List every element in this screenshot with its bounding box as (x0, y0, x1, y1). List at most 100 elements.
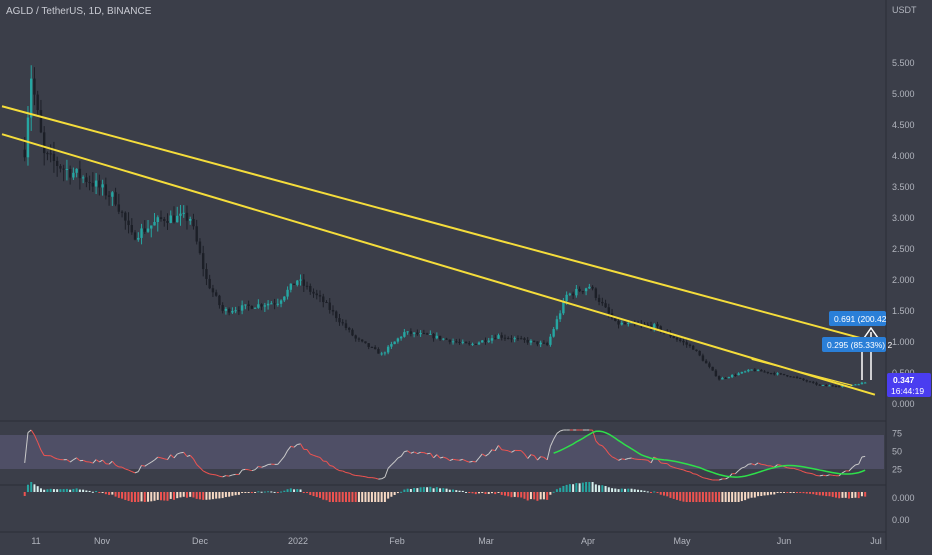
candle-body (604, 303, 606, 307)
candle-body (828, 385, 830, 386)
histogram-bar (786, 492, 788, 493)
histogram-bar (261, 492, 263, 493)
histogram-bar (838, 492, 840, 498)
histogram-bar (780, 492, 782, 493)
histogram-bar (283, 491, 285, 492)
candle-body (322, 297, 324, 303)
histogram-bar (462, 491, 464, 492)
histogram-bar (848, 492, 850, 499)
histogram-bar (644, 491, 646, 492)
rsi-segment (687, 471, 690, 472)
histogram-bar (601, 485, 603, 492)
histogram-bar (335, 492, 337, 502)
histogram-bar (527, 492, 529, 500)
candle-body (273, 303, 275, 304)
rsi-segment (232, 474, 235, 475)
histogram-bar (228, 492, 230, 497)
candle-body (309, 286, 311, 292)
histogram-bar (46, 489, 48, 492)
histogram-bar (452, 490, 454, 492)
candle-body (40, 110, 42, 132)
candle-body (819, 385, 821, 386)
candle-body (241, 305, 243, 310)
histogram-bar (40, 488, 42, 492)
candle-body (36, 95, 38, 110)
candle-body (475, 344, 477, 345)
histogram-bar (400, 492, 402, 493)
candle-body (371, 347, 373, 348)
candle-body (770, 373, 772, 374)
candle-body (721, 378, 723, 380)
histogram-bar (449, 490, 451, 492)
candle-body (199, 242, 201, 254)
histogram-bar (731, 492, 733, 502)
time-tick-7: May (673, 536, 691, 546)
histogram-bar (475, 492, 477, 494)
histogram-bar (572, 484, 574, 492)
histogram-bar (280, 492, 282, 493)
histogram-bar (549, 492, 551, 495)
candle-body (724, 378, 726, 379)
candle-body (559, 313, 561, 319)
candle-body (270, 303, 272, 304)
candle-body (572, 294, 574, 296)
candle-body (445, 339, 447, 340)
candle-body (552, 329, 554, 337)
histogram-bar (426, 487, 428, 492)
histogram-bar (517, 492, 519, 497)
candle-body (614, 318, 616, 321)
candle-body (85, 177, 87, 182)
histogram-bar (806, 492, 808, 494)
candle-body (439, 336, 441, 339)
candle-body (462, 342, 464, 343)
histogram-bar (631, 489, 633, 492)
histogram-bar (416, 488, 418, 492)
candle-body (621, 323, 623, 325)
histogram-bar (85, 490, 87, 492)
histogram-bar (650, 492, 652, 493)
histogram-bar (533, 492, 535, 499)
candle-body (744, 371, 746, 372)
candle-body (296, 281, 298, 285)
histogram-bar (66, 489, 68, 492)
histogram-bar (757, 492, 759, 496)
histogram-bar (98, 492, 100, 493)
histogram-bar (851, 492, 853, 498)
candle-body (601, 302, 603, 303)
candle-body (176, 216, 178, 222)
candle-body (202, 253, 204, 269)
candle-body (565, 295, 567, 301)
histogram-bar (50, 489, 52, 492)
rsi-segment (297, 444, 300, 445)
histogram-bar (478, 492, 480, 493)
price-countdown: 16:44:19 (891, 386, 924, 396)
candle-body (150, 225, 152, 228)
rsi-segment (693, 474, 696, 475)
histogram-bar (682, 492, 684, 502)
candle-body (114, 192, 116, 204)
histogram-bar (669, 492, 671, 498)
histogram-bar (634, 489, 636, 492)
histogram-bar (257, 491, 259, 492)
candle-body (293, 284, 295, 285)
candle-body (228, 309, 230, 313)
candle-body (105, 184, 107, 195)
candle-body (101, 184, 103, 187)
histogram-bar (209, 492, 211, 500)
candle-body (432, 334, 434, 338)
histogram-bar (803, 492, 805, 493)
rsi-segment (219, 476, 222, 477)
rsi-segment (57, 459, 60, 460)
histogram-bar (439, 488, 441, 492)
candle-body (471, 344, 473, 345)
histogram-bar (183, 492, 185, 497)
histogram-bar (429, 487, 431, 492)
candle-body (335, 312, 337, 319)
candle-body (705, 361, 707, 364)
histogram-bar (585, 482, 587, 492)
candle-body (351, 330, 353, 336)
histogram-bar (89, 491, 91, 492)
rsi-segment (661, 463, 664, 464)
histogram-bar (160, 492, 162, 500)
